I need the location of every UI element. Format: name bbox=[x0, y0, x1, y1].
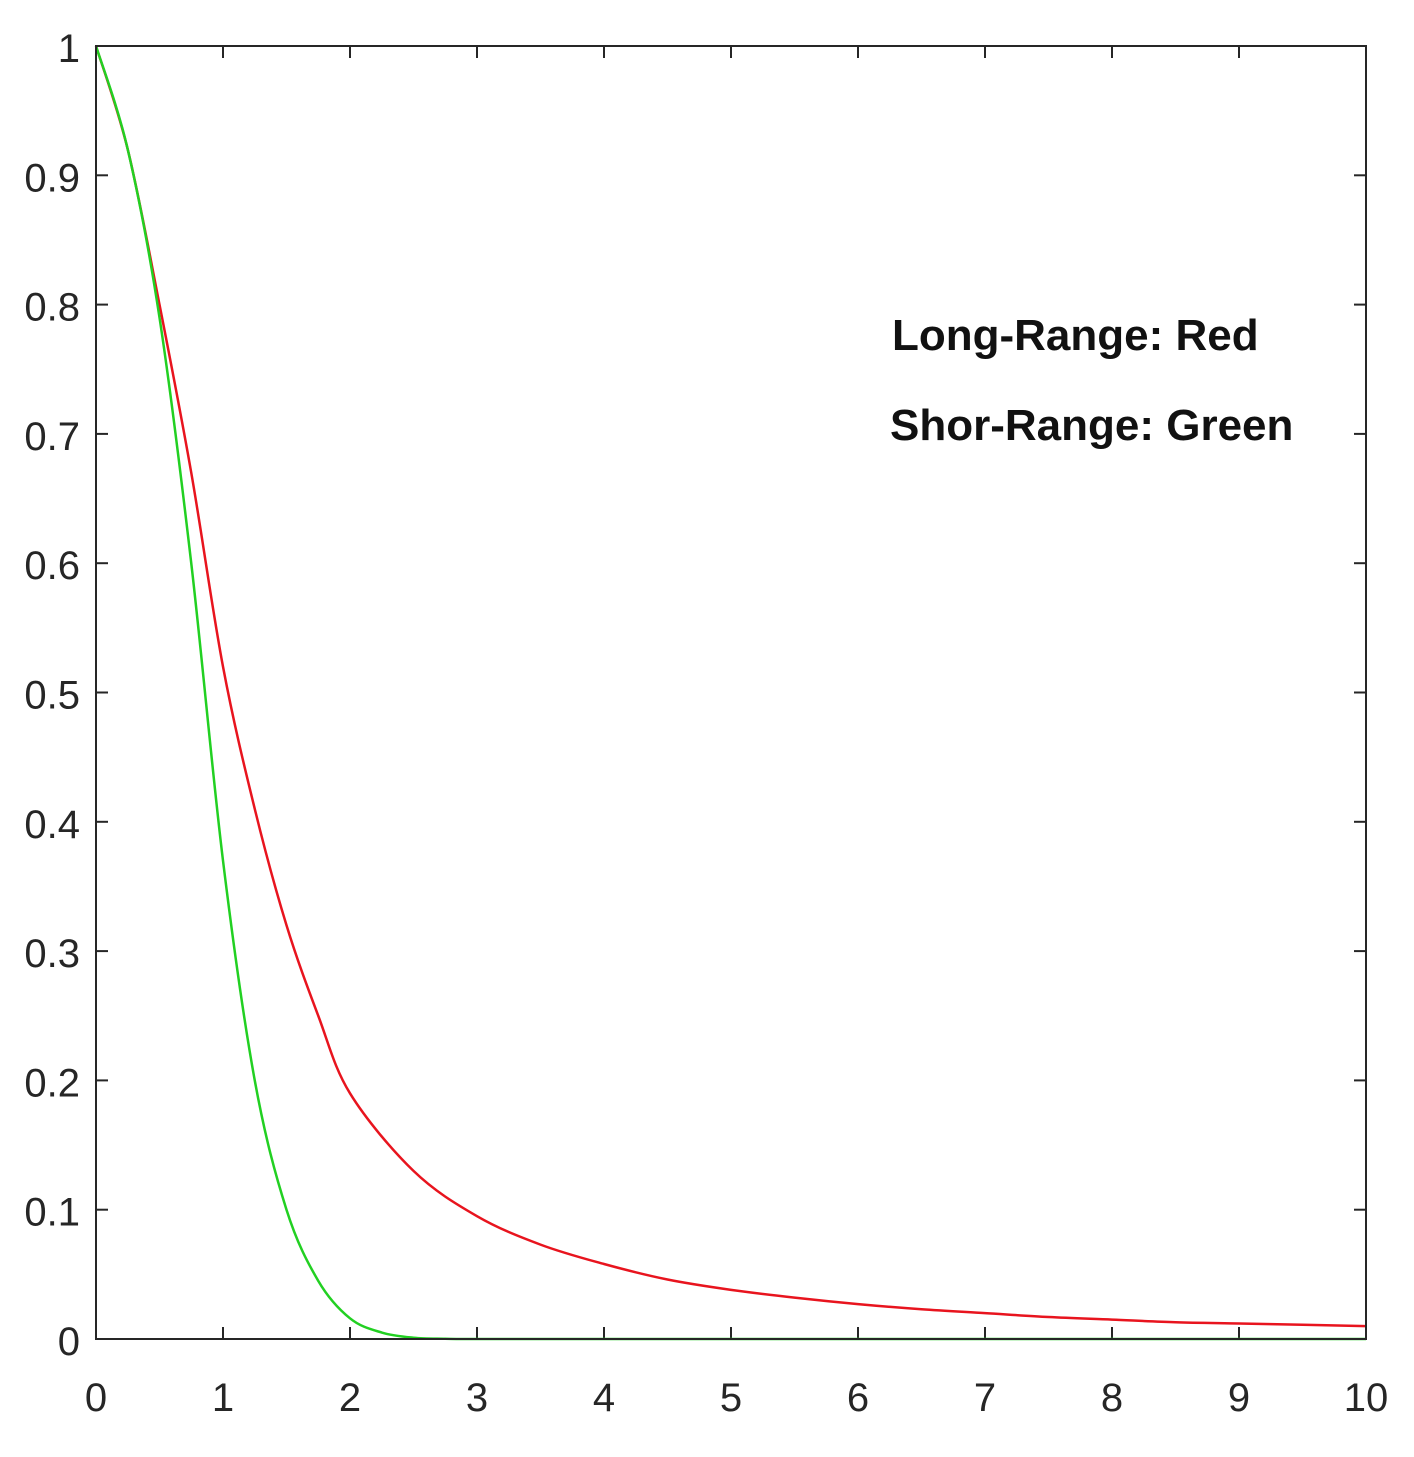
x-tick-label: 3 bbox=[466, 1376, 488, 1420]
x-tick-label: 4 bbox=[593, 1376, 615, 1420]
plot-background bbox=[96, 46, 1366, 1339]
y-tick-label: 0.3 bbox=[24, 932, 80, 976]
tick-labels: 0 1 2 3 4 5 6 7 8 9 10 0 0.1 0.2 0.3 0.4 0.5 0.6 0.7 0.8 0.9… bbox=[24, 27, 1388, 1420]
x-tick-label: 9 bbox=[1228, 1376, 1250, 1420]
y-tick-label: 0.5 bbox=[24, 674, 80, 718]
x-tick-label: 10 bbox=[1344, 1376, 1389, 1420]
x-tick-label: 5 bbox=[720, 1376, 742, 1420]
plot-frame bbox=[95, 45, 1367, 1340]
y-tick-label: 0.8 bbox=[24, 286, 80, 330]
annotation-short-range: Shor-Range: Green bbox=[890, 401, 1293, 450]
x-tick-label: 2 bbox=[339, 1376, 361, 1420]
x-tick-label: 6 bbox=[847, 1376, 869, 1420]
y-tick-label: 0.1 bbox=[24, 1191, 80, 1235]
x-tick-label: 8 bbox=[1101, 1376, 1123, 1420]
y-tick-label: 1 bbox=[58, 27, 80, 71]
y-tick-label: 0.6 bbox=[24, 544, 80, 588]
y-tick-label: 0.9 bbox=[24, 156, 80, 200]
x-tick-label: 1 bbox=[212, 1376, 234, 1420]
annotation-long-range: Long-Range: Red bbox=[892, 311, 1259, 360]
y-tick-label: 0.4 bbox=[24, 803, 80, 847]
y-tick-label: 0 bbox=[58, 1320, 80, 1364]
x-tick-label: 0 bbox=[85, 1376, 107, 1420]
y-tick-label: 0.2 bbox=[24, 1061, 80, 1105]
y-tick-label: 0.7 bbox=[24, 415, 80, 459]
series-line-0 bbox=[94, 45, 1367, 1328]
x-tick-label: 7 bbox=[974, 1376, 996, 1420]
